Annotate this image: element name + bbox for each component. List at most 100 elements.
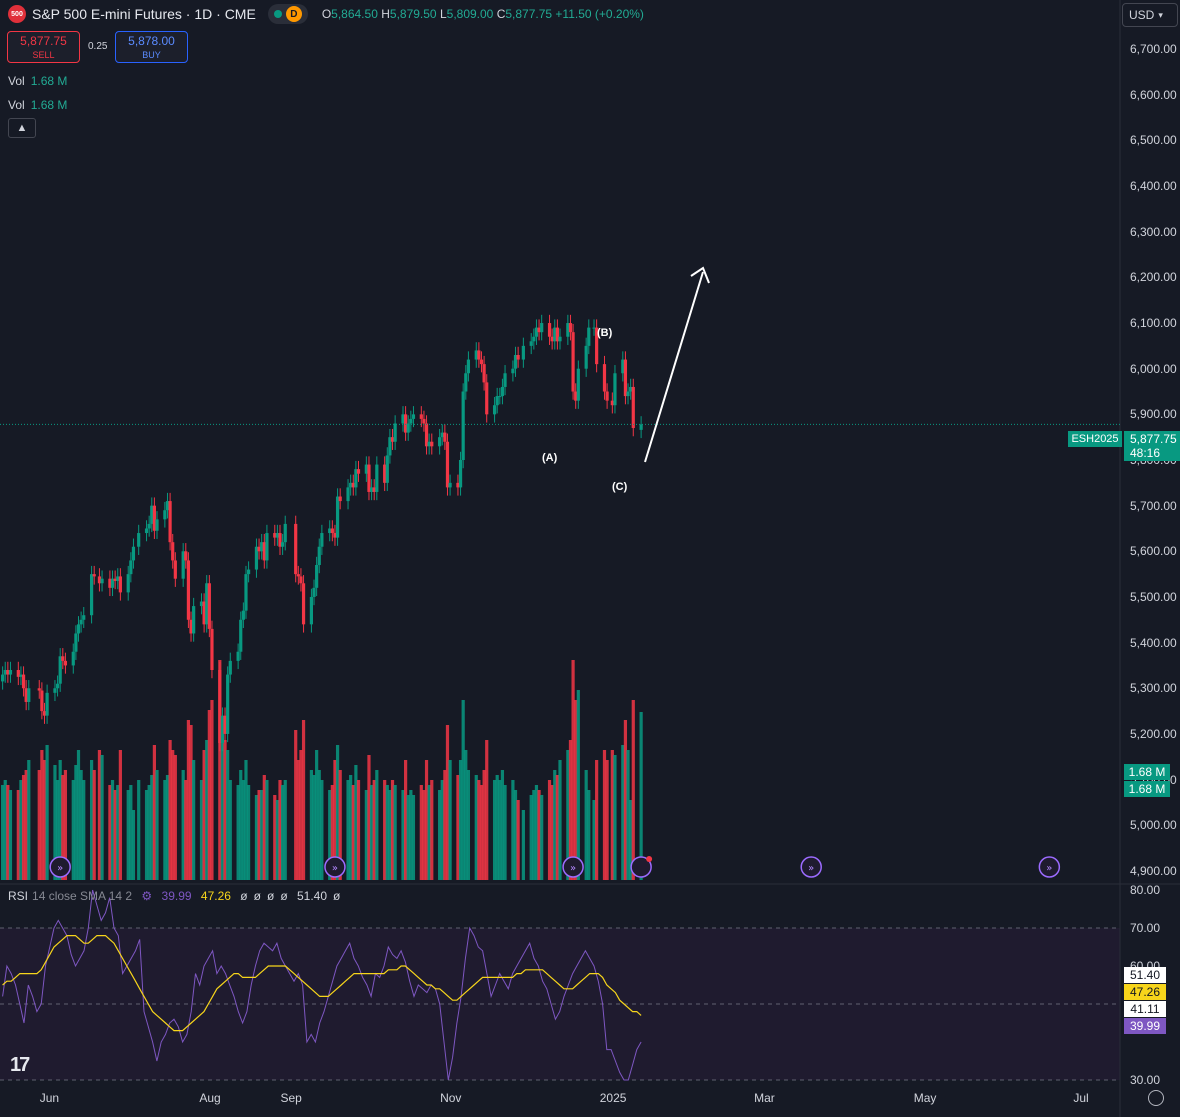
market-status[interactable]: D [267, 4, 308, 24]
symbol-title[interactable]: S&P 500 E-mini Futures · 1D · CME [32, 6, 256, 22]
volume-bar [199, 780, 204, 880]
time-axis-label: 2025 [599, 1091, 627, 1105]
volume-bar [129, 785, 133, 880]
volume-bar [144, 790, 149, 880]
candle-body [521, 345, 525, 360]
volume-bar [113, 790, 117, 880]
candle-body [566, 323, 570, 337]
event-marker-icon [324, 856, 346, 878]
currency-select[interactable]: USD ▾ [1122, 3, 1178, 27]
candle-body [602, 364, 607, 392]
volume-bar [558, 760, 562, 880]
ohlc-values: O5,864.50 H5,879.50 L5,809.00 C5,877.75 … [321, 7, 644, 21]
volume-bar [21, 775, 26, 880]
volume-bar [192, 760, 196, 880]
tradingview-logo[interactable]: 17 [10, 1054, 30, 1076]
volume-bar [482, 770, 486, 880]
candle-body [330, 528, 334, 534]
collapse-legend-button[interactable]: ▲ [8, 118, 36, 138]
chevron-down-icon: ▾ [1158, 9, 1163, 20]
candle-body [55, 683, 60, 689]
candle-body [294, 523, 298, 575]
settings-gear-icon[interactable] [1148, 1090, 1164, 1106]
spread-value: 0.25 [88, 41, 108, 52]
projection-arrow-head [690, 266, 710, 284]
volume-bar [571, 660, 575, 880]
volume-bar [108, 785, 112, 880]
volume-bar [568, 740, 573, 880]
volume-legend: Vol 1.68 M [8, 98, 68, 112]
candle-body [448, 482, 452, 488]
event-marker-icon [1038, 856, 1061, 878]
sell-button[interactable]: 5,877.75 SELL [7, 31, 80, 63]
candle-body [8, 670, 13, 675]
price-axis-label: 6,100.00 [1130, 316, 1177, 331]
candle-body [479, 359, 484, 365]
volume-bar [155, 770, 159, 880]
buy-button[interactable]: 5,878.00 BUY [115, 31, 188, 63]
volume-bar [335, 745, 340, 880]
volume-bar [500, 770, 505, 880]
volume-bar [458, 760, 463, 880]
volume-bar [171, 750, 175, 880]
candle-body [540, 323, 544, 333]
volume-bar [254, 795, 259, 880]
volume-bar [534, 785, 539, 880]
low-value: 5,809.00 [446, 7, 494, 21]
candle-body [550, 336, 554, 342]
volume-bar [137, 780, 141, 880]
rsi-axis-label: 80.00 [1130, 883, 1161, 897]
candle-body [338, 496, 342, 502]
volume-bar [513, 790, 518, 880]
volume-bar [55, 780, 60, 880]
volume-bar [168, 740, 172, 880]
price-axis-label: 5,700.00 [1130, 498, 1177, 513]
candle-body [369, 487, 374, 492]
time-axis-label: Nov [440, 1091, 462, 1105]
candle-body [189, 619, 193, 634]
candle-body [349, 482, 353, 488]
volume-bar [1, 785, 5, 880]
candle-body [461, 391, 465, 460]
volume-bar [210, 700, 214, 880]
candle-body [53, 688, 57, 693]
volume-bar [587, 790, 591, 880]
candle-body [163, 510, 167, 520]
candle-body [639, 424, 643, 430]
candle-body [419, 414, 423, 419]
volume-bar [220, 720, 225, 880]
high-value: 5,879.50 [389, 7, 437, 21]
volume-bar [477, 780, 481, 880]
symbol-logo[interactable]: 500 [8, 5, 26, 23]
candle-body [220, 715, 225, 744]
price-axis-label: 4,900.00 [1130, 863, 1177, 878]
candle-body [605, 391, 609, 401]
volume-bar [328, 790, 332, 880]
volume-bar [100, 755, 104, 880]
candle-body [168, 501, 172, 543]
volume-bar [236, 785, 240, 880]
candle-body [404, 414, 408, 433]
volume-bar [317, 770, 321, 880]
price-axis-label: 6,600.00 [1130, 87, 1177, 102]
volume-bar [165, 775, 170, 880]
price-axis-label: 5,200.00 [1130, 726, 1177, 741]
candle-body [228, 660, 232, 675]
volume-bar [283, 780, 287, 880]
volume-bar [265, 780, 269, 880]
wave-label-b: (B) [597, 327, 613, 339]
volume-bar [3, 780, 7, 880]
candle-body [631, 386, 635, 429]
rsi-settings-icon[interactable]: ⚙ [141, 889, 153, 903]
candle-body [186, 560, 191, 620]
candle-body [574, 391, 578, 401]
volume-bar [239, 770, 243, 880]
volume-bar [466, 770, 471, 880]
volume-bar [424, 760, 429, 880]
candle-body [576, 368, 580, 401]
volume-bar [639, 712, 643, 880]
volume-bar [92, 770, 96, 880]
candle-body [82, 615, 86, 620]
